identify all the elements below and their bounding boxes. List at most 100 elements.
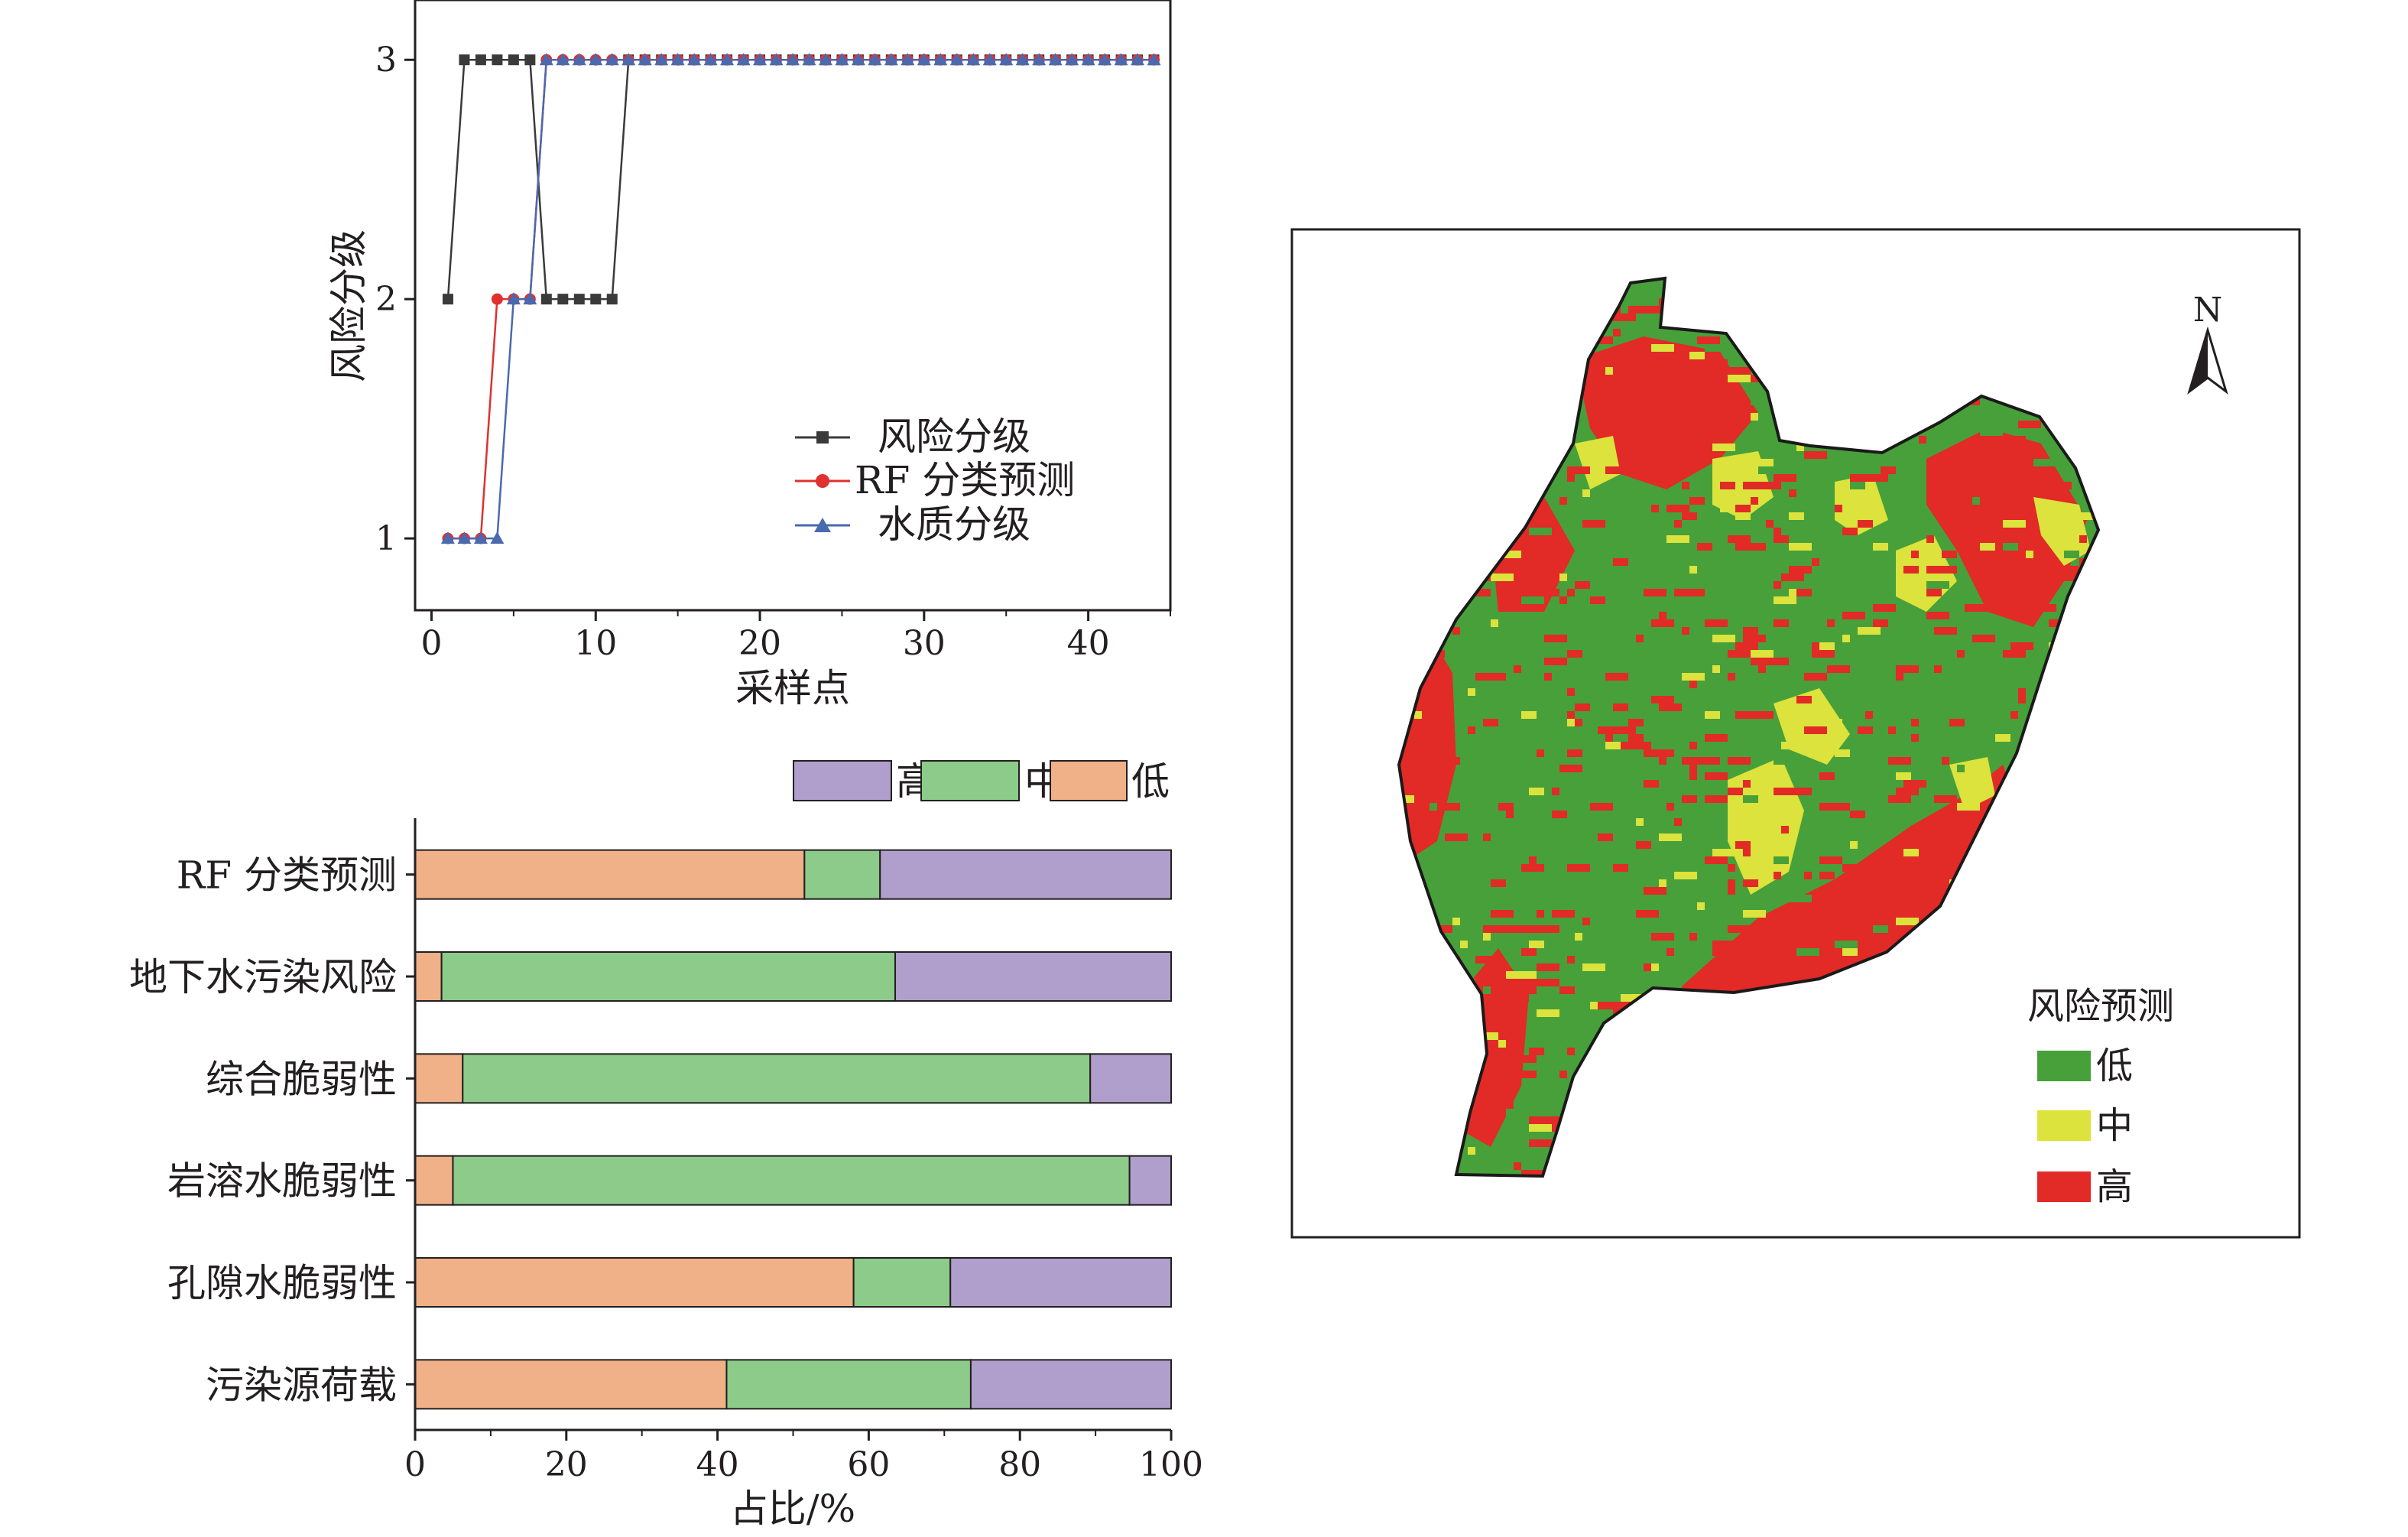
- map-pixel: [1537, 1116, 1559, 1124]
- legend-label-risk-grade: 风险分级: [878, 414, 1030, 459]
- map-pixel: [1995, 505, 2003, 512]
- line-chart-frame: [414, 0, 1172, 612]
- map-pixel: [1819, 856, 1842, 864]
- map-pixel: [1705, 344, 1720, 352]
- map-pixel: [1491, 619, 1498, 627]
- map-pixel: [1751, 497, 1758, 505]
- line-point: [506, 292, 521, 305]
- line-point: [1032, 53, 1047, 66]
- map-pixel: [1491, 910, 1514, 918]
- bar-x-tick-label: 80: [998, 1445, 1041, 1484]
- map-pixel: [2018, 551, 2026, 558]
- map-pixel: [1697, 879, 1720, 887]
- map-pixel: [1644, 436, 1651, 444]
- map-pixel: [1712, 444, 1735, 451]
- map-pixel: [1460, 941, 1468, 948]
- map-pixel: [1414, 681, 1437, 688]
- bar-segment: [414, 951, 443, 1002]
- map-pixel: [1965, 535, 1972, 543]
- map-pixel: [1873, 543, 1888, 551]
- map-pixel: [1483, 925, 1491, 933]
- line-point: [589, 53, 603, 66]
- map-pixel: [1521, 642, 1537, 650]
- line-y-tick-label: 2: [375, 280, 397, 319]
- map-pixel: [1674, 451, 1682, 459]
- map-pixel: [1689, 772, 1697, 780]
- map-pixel: [1514, 979, 1537, 986]
- map-pixel: [1789, 543, 1812, 551]
- map-pixel: [1498, 1063, 1514, 1071]
- map-pixel: [1659, 359, 1666, 367]
- map-pixel: [1774, 581, 1781, 589]
- map-pixel: [1651, 696, 1674, 704]
- map-pixel: [1605, 466, 1621, 474]
- line-point: [572, 53, 586, 66]
- map-pixel: [1758, 665, 1766, 673]
- map-pixel: [1896, 673, 1903, 681]
- line-x-tick-label: 30: [903, 624, 946, 663]
- line-point: [638, 53, 652, 66]
- map-pixel: [1789, 512, 1804, 520]
- map-pixel: [1911, 551, 1919, 558]
- map-pixel: [1743, 910, 1766, 918]
- map-pixel: [1926, 535, 1934, 543]
- map-pixel: [1934, 872, 1949, 879]
- map-pixel: [2018, 589, 2026, 596]
- map-pixel: [1705, 734, 1728, 742]
- bar-segment: [414, 1053, 464, 1104]
- legend-label-water-quality: 水质分级: [878, 502, 1030, 547]
- map-pixel: [1636, 635, 1644, 642]
- map-pixel: [1659, 704, 1682, 711]
- map-pixel: [1942, 551, 1957, 558]
- map-pixel: [1689, 765, 1697, 772]
- map-pixel: [1666, 948, 1674, 956]
- map-pixel: [1796, 444, 1804, 451]
- map-pixel: [1460, 1139, 1475, 1147]
- map-pixel: [1567, 688, 1575, 696]
- map-pixel: [1514, 1162, 1521, 1170]
- map-pixel: [1452, 627, 1460, 635]
- map-pixel: [1529, 551, 1544, 558]
- map-pixel: [2079, 535, 2087, 543]
- map-pixel: [1521, 1055, 1537, 1063]
- map-pixel: [1705, 711, 1720, 719]
- map-pixel: [1537, 979, 1559, 986]
- map-legend-swatch-low: [2037, 1051, 2091, 1081]
- map-pixel: [1644, 589, 1666, 596]
- map-pixel: [1613, 329, 1621, 336]
- map-pixel: [1743, 635, 1766, 642]
- map-pixel: [1774, 474, 1796, 482]
- map-pixel: [1903, 566, 1919, 574]
- map-pixel: [1980, 436, 1995, 444]
- bar-segment: [852, 1257, 952, 1308]
- map-pixel: [1483, 986, 1491, 994]
- map-pixel: [1735, 505, 1751, 512]
- map-pixel: [1842, 528, 1858, 535]
- map-pixel: [1682, 627, 1689, 635]
- line-point: [933, 53, 948, 66]
- map-pixel: [1552, 788, 1559, 795]
- map-pixel: [1728, 650, 1751, 658]
- legend-entry-rf-prediction: RF 分类预测: [795, 458, 1075, 502]
- map-pixel: [1858, 788, 1873, 795]
- map-pixel: [1651, 344, 1674, 352]
- line-point: [523, 292, 537, 305]
- map-pixel: [1934, 795, 1957, 803]
- line-point: [590, 294, 602, 305]
- map-pixel: [1705, 757, 1720, 765]
- line-series-0: [442, 54, 1160, 305]
- map-pixel: [1865, 474, 1888, 482]
- map-pixel: [1498, 604, 1506, 612]
- map-pixel: [1995, 535, 2018, 543]
- map-pixel: [1537, 910, 1544, 918]
- map-pixel: [1674, 520, 1682, 528]
- map-pixel: [1919, 436, 1926, 444]
- map-pixel: [2018, 688, 2026, 696]
- map-pixel: [1720, 367, 1735, 375]
- map-pixel: [1674, 589, 1689, 596]
- map-legend-label-high: 高: [2096, 1165, 2133, 1208]
- map-pixel: [1475, 1109, 1491, 1116]
- map-pixel: [1628, 574, 1644, 581]
- legend-entry-water-quality: 水质分级: [795, 502, 1030, 547]
- map-pixel: [1766, 658, 1789, 665]
